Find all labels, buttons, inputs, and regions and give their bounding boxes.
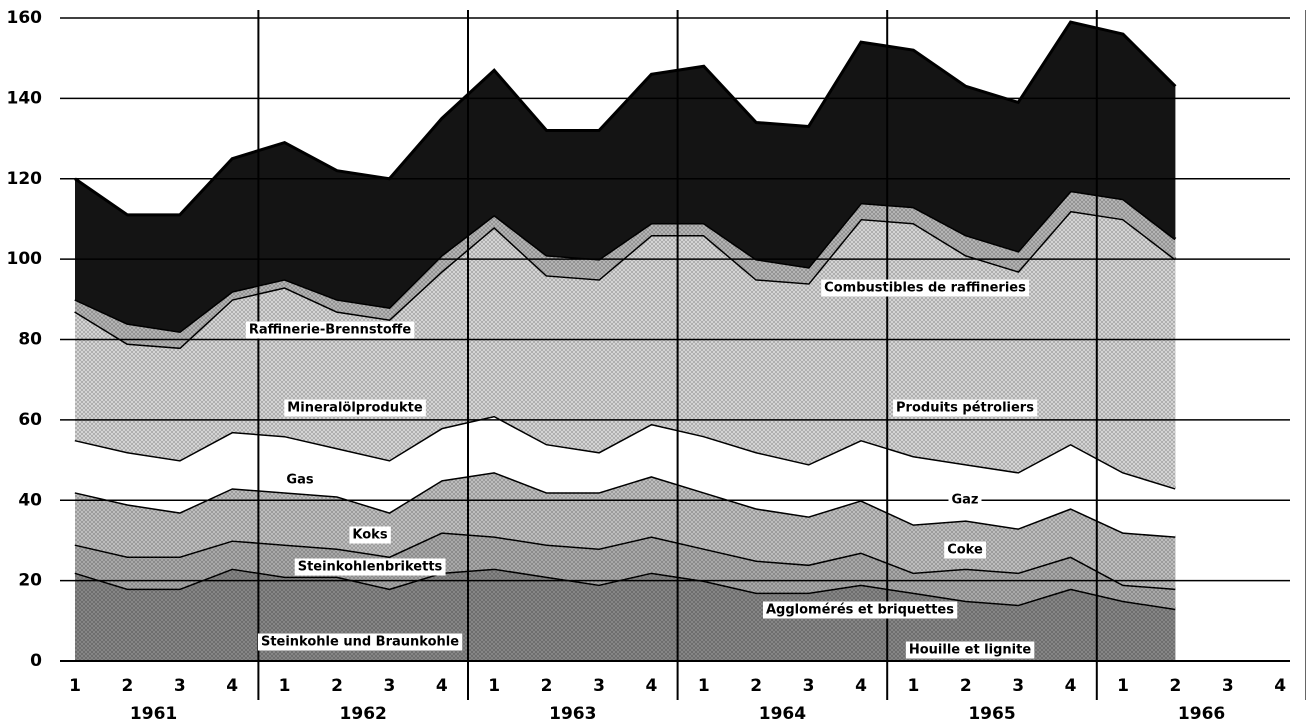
x-tick-label: 4 bbox=[226, 676, 238, 696]
series-label: Koks bbox=[352, 528, 387, 543]
series-label: Produits pétroliers bbox=[896, 401, 1034, 416]
label-bg bbox=[257, 633, 463, 651]
year-label: 1966 bbox=[1178, 704, 1225, 724]
x-tick-label: 2 bbox=[960, 676, 972, 696]
label-bg bbox=[294, 558, 446, 576]
label-bg bbox=[948, 491, 982, 509]
x-tick-label: 2 bbox=[121, 676, 133, 696]
y-tick-label: 140 bbox=[7, 88, 43, 108]
x-tick-label: 4 bbox=[1065, 676, 1077, 696]
y-tick-label: 60 bbox=[18, 410, 42, 430]
x-tick-label: 1 bbox=[69, 676, 81, 696]
label-bg bbox=[283, 471, 317, 489]
labels: 0 20 40 60 80 100 120 140 160 1 2 3 4 1 2 3 4 1 2 3 4 1 2 3 4 1 2 3… bbox=[7, 8, 1287, 724]
y-tick-label: 40 bbox=[18, 490, 42, 510]
area-texture bbox=[75, 190, 1176, 348]
y-tick-label: 20 bbox=[18, 571, 42, 591]
series-label: Gas bbox=[286, 473, 313, 488]
series-label: Raffinerie-Brennstoffe bbox=[249, 323, 411, 338]
x-tick-label: 1 bbox=[698, 676, 710, 696]
label-bg bbox=[893, 399, 1038, 417]
label-bg bbox=[284, 399, 426, 417]
year-label: 1965 bbox=[968, 704, 1015, 724]
x-tick-label: 1 bbox=[1117, 676, 1129, 696]
x-tick-label: 3 bbox=[1222, 676, 1234, 696]
label-bg bbox=[905, 641, 1035, 659]
areas bbox=[74, 20, 1177, 661]
y-tick-label: 0 bbox=[30, 651, 42, 671]
y-tick-label: 120 bbox=[7, 169, 43, 189]
series-label: Steinkohle und Braunkohle bbox=[261, 635, 459, 650]
x-tick-label: 1 bbox=[488, 676, 500, 696]
series-label: Houille et lignite bbox=[909, 643, 1031, 658]
series-label: Mineralölprodukte bbox=[287, 401, 423, 416]
x-tick-label: 1 bbox=[279, 676, 291, 696]
x-tick-label: 2 bbox=[541, 676, 553, 696]
area bbox=[75, 22, 1176, 332]
x-tick-label: 4 bbox=[645, 676, 657, 696]
label-bg bbox=[762, 601, 958, 619]
year-label: 1961 bbox=[130, 704, 177, 724]
year-label: 1962 bbox=[340, 704, 387, 724]
y-tick-label: 100 bbox=[7, 249, 43, 269]
series-label: Steinkohlenbriketts bbox=[298, 560, 443, 575]
x-tick-label: 2 bbox=[1169, 676, 1181, 696]
x-tick-label: 4 bbox=[1274, 676, 1286, 696]
label-bg bbox=[821, 279, 1030, 297]
x-tick-label: 1 bbox=[907, 676, 919, 696]
x-tick-label: 2 bbox=[750, 676, 762, 696]
series-label: Coke bbox=[947, 543, 983, 558]
y-tick-label: 80 bbox=[18, 330, 42, 350]
x-tick-label: 4 bbox=[436, 676, 448, 696]
label-bg bbox=[944, 541, 986, 559]
x-tick-label: 3 bbox=[803, 676, 815, 696]
x-tick-label: 3 bbox=[593, 676, 605, 696]
x-tick-label: 3 bbox=[174, 676, 186, 696]
y-tick-label: 160 bbox=[7, 8, 43, 28]
area bbox=[75, 415, 1176, 537]
series-label: Gaz bbox=[951, 493, 978, 508]
grid bbox=[60, 10, 1306, 700]
series-label: Agglomérés et briquettes bbox=[766, 603, 954, 618]
x-tick-label: 2 bbox=[331, 676, 343, 696]
series-label: Combustibles de raffineries bbox=[824, 281, 1026, 296]
x-tick-label: 3 bbox=[1012, 676, 1024, 696]
label-bg bbox=[349, 526, 391, 544]
year-label: 1964 bbox=[759, 704, 806, 724]
year-label: 1963 bbox=[549, 704, 596, 724]
x-tick-label: 4 bbox=[855, 676, 867, 696]
label-bg bbox=[245, 321, 415, 339]
x-tick-label: 3 bbox=[383, 676, 395, 696]
